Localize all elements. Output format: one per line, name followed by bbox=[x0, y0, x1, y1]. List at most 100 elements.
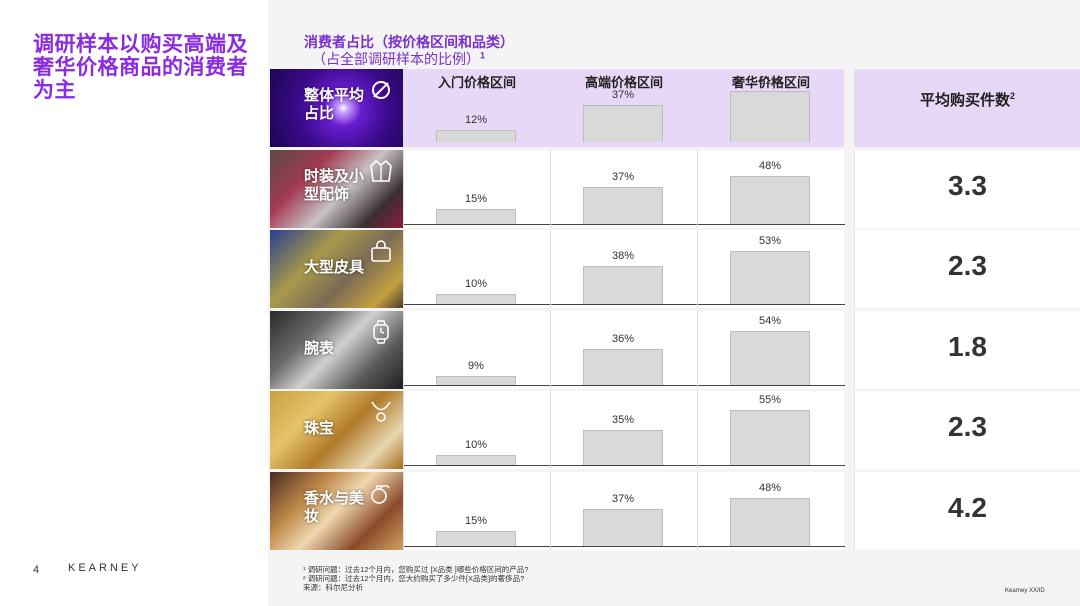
baseline bbox=[551, 546, 698, 547]
bar-value-label: 37% bbox=[611, 171, 635, 183]
price-cell: 10% bbox=[403, 230, 551, 308]
category-image: 腕表 bbox=[270, 311, 403, 389]
bar-value-label: 55% bbox=[758, 394, 782, 406]
bar-value-label: 53% bbox=[758, 235, 782, 247]
table-row: 时装及小型配饰 15% 37% 48% 3.3 bbox=[270, 150, 1080, 228]
price-cell: 38% bbox=[550, 230, 698, 308]
bar bbox=[436, 455, 516, 465]
bar-value-label: 37% bbox=[611, 493, 635, 505]
average-value: 4.2 bbox=[948, 492, 987, 523]
bar bbox=[730, 498, 810, 546]
baseline bbox=[404, 385, 551, 386]
price-cell: 15% bbox=[403, 472, 551, 550]
footnote-1: ¹ 调研问题：过去12个月内，您购买过 [X品类 ]哪些价格区间的产品? bbox=[303, 565, 529, 574]
page-number: 4 bbox=[33, 564, 40, 576]
table-row: 腕表 9% 36% 54% 1.8 bbox=[270, 311, 1080, 389]
bar bbox=[436, 376, 516, 385]
jacket-icon bbox=[368, 158, 394, 184]
bar-value-label: 38% bbox=[611, 250, 635, 262]
average-value: 1.8 bbox=[948, 331, 987, 362]
category-image: 珠宝 bbox=[270, 391, 403, 469]
baseline bbox=[698, 465, 845, 466]
perfume-icon bbox=[368, 480, 394, 506]
average-value: 3.3 bbox=[948, 170, 987, 201]
category-label: 时装及小型配饰 bbox=[304, 168, 365, 203]
page-title: 调研样本以购买高端及奢华价格商品的消费者为主 bbox=[33, 33, 248, 102]
baseline bbox=[404, 465, 551, 466]
handbag-icon bbox=[368, 238, 394, 264]
price-cell: 15% bbox=[403, 150, 551, 228]
average-cell: 1.8 bbox=[854, 311, 1080, 389]
category-label: 大型皮具 bbox=[304, 259, 365, 276]
necklace-icon bbox=[368, 399, 394, 425]
average-value: 2.3 bbox=[948, 250, 987, 281]
bar bbox=[730, 410, 810, 465]
average-cell: 2.3 bbox=[854, 230, 1080, 308]
bar-value-label: 36% bbox=[611, 333, 635, 345]
category-label: 整体平均占比 bbox=[304, 87, 365, 122]
average-cell: 3.3 bbox=[854, 150, 1080, 228]
bar-value-label: 15% bbox=[464, 193, 488, 205]
category-label: 香水与美妆 bbox=[304, 490, 365, 525]
price-cell: 35% bbox=[550, 391, 698, 469]
price-cell: 37% bbox=[550, 472, 698, 550]
bar bbox=[436, 130, 516, 142]
baseline bbox=[551, 465, 698, 466]
watch-icon bbox=[368, 319, 394, 345]
column-header: 高端价格区间 bbox=[584, 75, 663, 90]
price-cell: 48% bbox=[697, 150, 845, 228]
bar bbox=[730, 91, 810, 142]
baseline bbox=[404, 224, 551, 225]
column-header: 奢华价格区间 bbox=[731, 75, 810, 90]
table-row: 大型皮具 10% 38% 53% 2.3 bbox=[270, 230, 1080, 308]
source-note: 来源：科尔尼分析 bbox=[303, 583, 363, 592]
price-cell: 36% bbox=[550, 311, 698, 389]
bar-value-label: 10% bbox=[464, 439, 488, 451]
average-value: 2.3 bbox=[948, 411, 987, 442]
baseline bbox=[698, 224, 845, 225]
price-cell: 54% bbox=[697, 311, 845, 389]
bar-value-label: 37% bbox=[611, 89, 635, 101]
bar-value-label: 48% bbox=[758, 482, 782, 494]
table-row: 整体平均占比 入门价格区间 12% 高端价格区间 37% 奢华价格区间 51% 平均购买件数2 bbox=[270, 69, 1080, 147]
bar-value-label: 48% bbox=[758, 160, 782, 172]
copyright: Kearney XX/ID bbox=[1005, 588, 1045, 594]
bar bbox=[583, 266, 663, 304]
category-image: 整体平均占比 bbox=[270, 69, 403, 147]
price-cell: 奢华价格区间 51% bbox=[697, 69, 844, 147]
table-row: 珠宝 10% 35% 55% 2.3 bbox=[270, 391, 1080, 469]
bar bbox=[436, 209, 516, 224]
average-cell: 2.3 bbox=[854, 391, 1080, 469]
bar-value-label: 35% bbox=[611, 414, 635, 426]
bar bbox=[730, 251, 810, 304]
bar-value-label: 10% bbox=[464, 278, 488, 290]
bar-value-label: 15% bbox=[464, 515, 488, 527]
chart-subtitle: （占全部调研样本的比例）1 bbox=[312, 50, 486, 67]
baseline bbox=[404, 304, 551, 305]
bar bbox=[583, 509, 663, 546]
category-image: 时装及小型配饰 bbox=[270, 150, 403, 228]
bar bbox=[583, 105, 663, 142]
bar bbox=[730, 331, 810, 385]
price-cell: 高端价格区间 37% bbox=[550, 69, 697, 147]
baseline bbox=[551, 304, 698, 305]
category-image: 香水与美妆 bbox=[270, 472, 403, 550]
bar bbox=[730, 176, 810, 224]
empty-set-icon bbox=[368, 77, 394, 103]
bar-value-label: 12% bbox=[464, 114, 488, 126]
price-cell: 48% bbox=[697, 472, 845, 550]
average-cell: 4.2 bbox=[854, 472, 1080, 550]
bar-value-label: 9% bbox=[468, 360, 484, 372]
price-cell: 55% bbox=[697, 391, 845, 469]
bar bbox=[436, 294, 516, 304]
baseline bbox=[551, 385, 698, 386]
table-row: 香水与美妆 15% 37% 48% 4.2 bbox=[270, 472, 1080, 550]
bar bbox=[583, 187, 663, 224]
baseline bbox=[698, 385, 845, 386]
bar bbox=[583, 430, 663, 465]
baseline bbox=[404, 546, 551, 547]
category-label: 珠宝 bbox=[304, 420, 335, 437]
bar-value-label: 51% bbox=[758, 75, 782, 87]
price-cell: 53% bbox=[697, 230, 845, 308]
category-label: 腕表 bbox=[304, 340, 335, 357]
